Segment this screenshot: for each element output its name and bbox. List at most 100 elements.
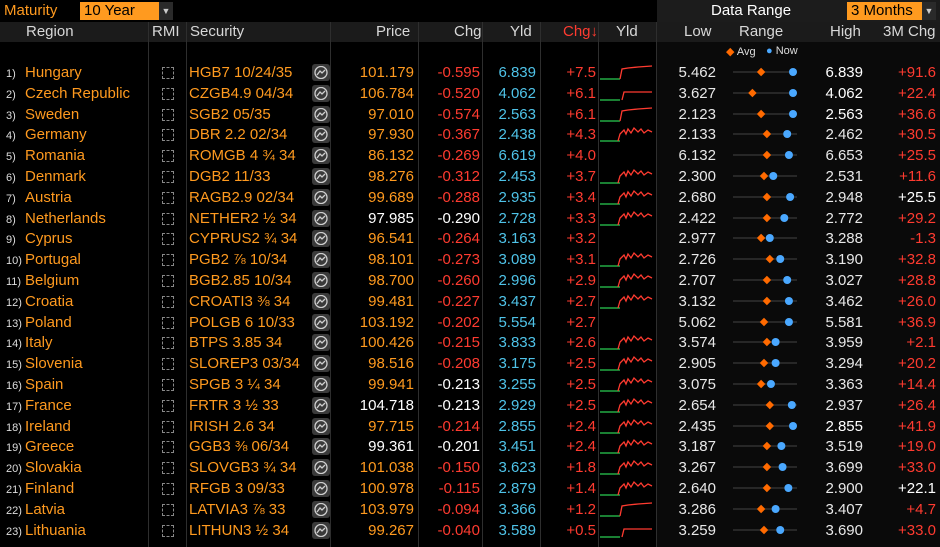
chart-icon[interactable] bbox=[312, 396, 330, 414]
yield-sparkline bbox=[600, 272, 653, 288]
table-row[interactable]: 5) Romania ROMGB 4 ¾ 34 86.132 -0.269 6.619 +4… bbox=[0, 145, 940, 166]
table-row[interactable]: 14) Italy BTPS 3.85 34 100.426 -0.215 3.833 +2… bbox=[0, 332, 940, 353]
table-row[interactable]: 6) Denmark DGB2 11/33 98.276 -0.312 2.453 +3.7… bbox=[0, 166, 940, 187]
table-row[interactable]: 11) Belgium BGB2.85 10/34 98.700 -0.260 2.996… bbox=[0, 270, 940, 291]
header-high[interactable]: High bbox=[830, 23, 861, 40]
rmi-checkbox[interactable] bbox=[162, 337, 174, 350]
chart-icon[interactable] bbox=[312, 417, 330, 435]
rmi-checkbox[interactable] bbox=[162, 420, 174, 433]
rmi-checkbox[interactable] bbox=[162, 503, 174, 516]
chart-icon[interactable] bbox=[312, 375, 330, 393]
rmi-checkbox[interactable] bbox=[162, 295, 174, 308]
yield-chg-cell: +1.2 bbox=[566, 500, 596, 518]
rmi-checkbox[interactable] bbox=[162, 150, 174, 163]
header-3m-chg[interactable]: 3M Chg bbox=[883, 23, 936, 40]
table-row[interactable]: 12) Croatia CROATI3 ⅜ 34 99.481 -0.227 3.437 +… bbox=[0, 291, 940, 312]
yield-cell: 3.437 bbox=[498, 292, 536, 310]
chart-icon[interactable] bbox=[312, 84, 330, 102]
table-row[interactable]: 23) Lithuania LITHUN3 ½ 34 99.267 -0.040 3.58… bbox=[0, 520, 940, 541]
range-indicator bbox=[733, 109, 797, 118]
high-cell: 2.948 bbox=[825, 188, 863, 206]
rmi-checkbox[interactable] bbox=[162, 378, 174, 391]
rmi-checkbox[interactable] bbox=[162, 399, 174, 412]
table-row[interactable]: 13) Poland POLGB 6 10/33 103.192 -0.202 5.554… bbox=[0, 312, 940, 333]
chart-icon[interactable] bbox=[312, 521, 330, 539]
table-row[interactable]: 19) Greece GGB3 ⅜ 06/34 99.361 -0.201 3.451 +2… bbox=[0, 436, 940, 457]
table-row[interactable]: 22) Latvia LATVIA3 ⅞ 33 103.979 -0.094 3.366 +… bbox=[0, 499, 940, 520]
header-yld-spark[interactable]: Yld bbox=[616, 23, 638, 40]
chevron-down-icon[interactable]: ▼ bbox=[922, 2, 936, 20]
table-row[interactable]: 18) Ireland IRISH 2.6 34 97.715 -0.214 2.855 +… bbox=[0, 416, 940, 437]
chart-icon[interactable] bbox=[312, 126, 330, 144]
table-row[interactable]: 15) Slovenia SLOREP3 03/34 98.516 -0.208 3.17… bbox=[0, 353, 940, 374]
rmi-checkbox[interactable] bbox=[162, 191, 174, 204]
rmi-checkbox[interactable] bbox=[162, 316, 174, 329]
rmi-checkbox[interactable] bbox=[162, 212, 174, 225]
chart-icon[interactable] bbox=[312, 313, 330, 331]
rmi-checkbox[interactable] bbox=[162, 129, 174, 142]
table-row[interactable]: 2) Czech Republic CZGB4.9 04/34 106.784 -0.5… bbox=[0, 83, 940, 104]
header-rmi[interactable]: RMI bbox=[152, 23, 180, 40]
header-chg-sorted[interactable]: Chg↓ bbox=[563, 23, 599, 40]
chart-icon[interactable] bbox=[312, 105, 330, 123]
rmi-checkbox[interactable] bbox=[162, 170, 174, 183]
header-low[interactable]: Low bbox=[684, 23, 712, 40]
chart-icon[interactable] bbox=[312, 64, 330, 81]
header-yld[interactable]: Yld bbox=[510, 23, 532, 40]
yield-cell: 3.623 bbox=[498, 459, 536, 477]
chart-icon[interactable] bbox=[312, 334, 330, 352]
chart-icon[interactable] bbox=[312, 500, 330, 518]
legend-avg: ◆ Avg bbox=[726, 46, 756, 58]
table-row[interactable]: 20) Slovakia SLOVGB3 ¾ 34 101.038 -0.150 3.62… bbox=[0, 457, 940, 478]
chart-icon[interactable] bbox=[312, 438, 330, 456]
table-row[interactable]: 17) France FRTR 3 ½ 33 104.718 -0.213 2.929 +2… bbox=[0, 395, 940, 416]
chart-icon[interactable] bbox=[312, 459, 330, 477]
rmi-checkbox[interactable] bbox=[162, 441, 174, 454]
header-security[interactable]: Security bbox=[190, 23, 245, 40]
chart-icon[interactable] bbox=[312, 271, 330, 289]
low-cell: 2.654 bbox=[678, 396, 716, 414]
rmi-checkbox[interactable] bbox=[162, 462, 174, 475]
table-row[interactable]: 9) Cyprus CYPRUS2 ¾ 34 96.541 -0.264 3.163 +3.… bbox=[0, 228, 940, 249]
table-row[interactable]: 10) Portugal PGB2 ⅞ 10/34 98.101 -0.273 3.089… bbox=[0, 249, 940, 270]
high-cell: 5.581 bbox=[825, 313, 863, 331]
header-chg[interactable]: Chg bbox=[454, 23, 482, 40]
chart-icon[interactable] bbox=[312, 188, 330, 206]
chart-icon[interactable] bbox=[312, 167, 330, 185]
header-range[interactable]: Range bbox=[739, 23, 784, 40]
table-row[interactable]: 8) Netherlands NETHER2 ½ 34 97.985 -0.290 2.7… bbox=[0, 208, 940, 229]
header-region[interactable]: Region bbox=[26, 23, 74, 40]
rmi-checkbox[interactable] bbox=[162, 274, 174, 287]
rmi-checkbox[interactable] bbox=[162, 87, 174, 100]
chart-icon[interactable] bbox=[312, 209, 330, 227]
chevron-down-icon[interactable]: ▼ bbox=[159, 2, 173, 20]
table-row[interactable]: 16) Spain SPGB 3 ¼ 34 99.941 -0.213 3.255 +2.5… bbox=[0, 374, 940, 395]
rmi-checkbox[interactable] bbox=[162, 358, 174, 371]
header-price[interactable]: Price bbox=[376, 23, 411, 40]
rmi-checkbox[interactable] bbox=[162, 108, 174, 121]
row-index: 23) bbox=[6, 525, 22, 538]
chart-icon[interactable] bbox=[312, 355, 330, 373]
chg-3m-cell: +28.8 bbox=[898, 271, 936, 289]
range-indicator bbox=[733, 317, 797, 326]
chart-icon[interactable] bbox=[312, 292, 330, 310]
maturity-select[interactable]: 10 Year ▼ bbox=[80, 2, 173, 20]
table-row[interactable]: 3) Sweden SGB2 05/35 97.010 -0.574 2.563 +6.1 2… bbox=[0, 104, 940, 125]
table-row[interactable]: 21) Finland RFGB 3 09/33 100.978 -0.115 2.879… bbox=[0, 478, 940, 499]
chart-icon[interactable] bbox=[312, 251, 330, 269]
rmi-checkbox[interactable] bbox=[162, 233, 174, 246]
rmi-checkbox[interactable] bbox=[162, 254, 174, 267]
table-row[interactable]: 4) Germany DBR 2.2 02/34 97.930 -0.367 2.438 +… bbox=[0, 124, 940, 145]
yield-cell: 2.929 bbox=[498, 396, 536, 414]
data-range-select[interactable]: 3 Months ▼ bbox=[847, 2, 936, 20]
avg-marker bbox=[762, 192, 772, 202]
rmi-checkbox[interactable] bbox=[162, 482, 174, 495]
row-index: 16) bbox=[6, 379, 22, 392]
chart-icon[interactable] bbox=[312, 147, 330, 165]
rmi-checkbox[interactable] bbox=[162, 524, 174, 537]
chart-icon[interactable] bbox=[312, 479, 330, 497]
chart-icon[interactable] bbox=[312, 230, 330, 248]
rmi-checkbox[interactable] bbox=[162, 67, 174, 79]
table-row[interactable]: 1) Hungary HGB7 10/24/35 101.179 -0.595 6.839… bbox=[0, 62, 940, 83]
table-row[interactable]: 7) Austria RAGB2.9 02/34 99.689 -0.288 2.935 +… bbox=[0, 187, 940, 208]
